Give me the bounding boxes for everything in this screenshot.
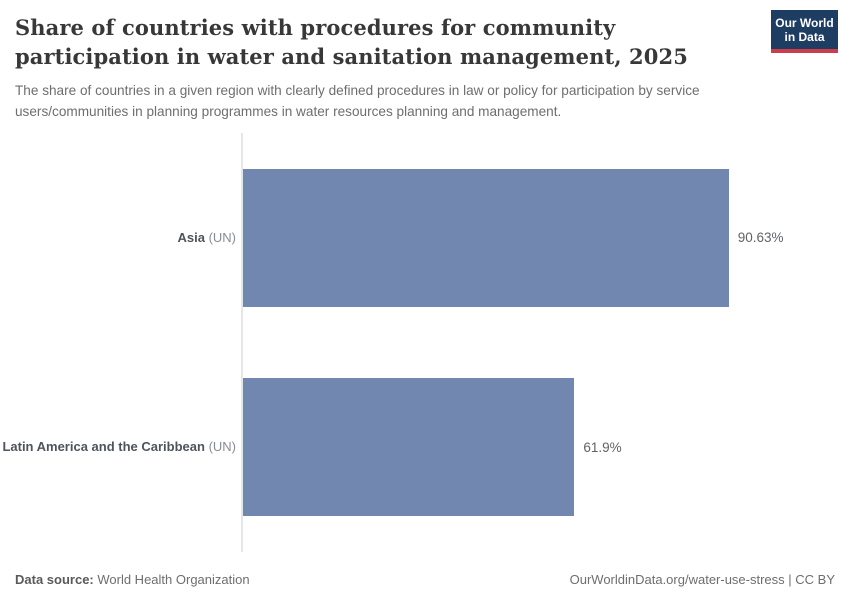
data-source-value: World Health Organization (93, 572, 250, 587)
bar-latin-america[interactable] (242, 378, 575, 517)
owid-logo[interactable]: Our World in Data (771, 10, 838, 53)
value-label-asia: 90.63% (737, 230, 784, 246)
bar-asia[interactable] (242, 168, 729, 307)
chart-footer: Data source: World Health Organization O… (15, 572, 835, 587)
chart-subtitle: The share of countries in a given region… (15, 83, 700, 119)
bar-row-latin-america: Latin America and the Caribbean (UN) 61.… (0, 343, 835, 553)
entity-suffix: (UN) (204, 229, 236, 245)
owid-logo-line2: in Data (784, 30, 825, 44)
bar-chart: Asia (UN) 90.63% Latin America and the C… (0, 133, 835, 552)
y-axis-line (241, 133, 243, 552)
entity-suffix: (UN) (204, 439, 236, 455)
chart-header: Share of countries with procedures for c… (15, 10, 838, 122)
chart-title: Share of countries with procedures for c… (15, 15, 688, 69)
bar-cell: 90.63% (242, 133, 835, 343)
entity-name: Latin America and the Caribbean (2, 439, 205, 455)
entity-name: Asia (177, 229, 205, 245)
data-source-label: Data source: (15, 572, 94, 587)
owid-logo-line1: Our World (775, 16, 834, 30)
category-label-latin-america[interactable]: Latin America and the Caribbean (UN) (0, 439, 242, 455)
license-link[interactable]: OurWorldinData.org/water-use-stress | CC… (569, 572, 835, 587)
category-label-asia[interactable]: Asia (UN) (0, 230, 242, 246)
value-label-latin-america: 61.9% (583, 439, 622, 455)
data-source: Data source: World Health Organization (15, 572, 250, 587)
bar-cell: 61.9% (242, 343, 835, 553)
bar-row-asia: Asia (UN) 90.63% (0, 133, 835, 343)
